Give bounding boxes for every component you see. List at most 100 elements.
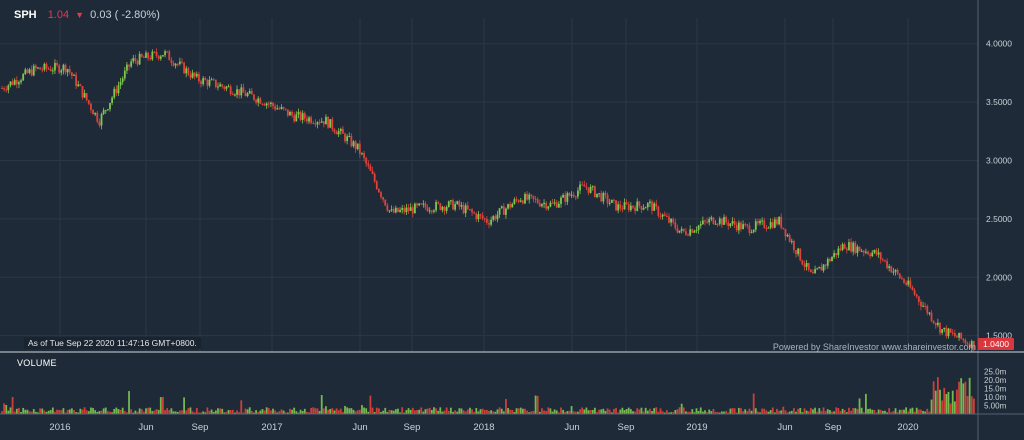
volume-bar <box>517 408 520 414</box>
volume-bar <box>890 412 893 414</box>
volume-bar <box>159 397 162 414</box>
volume-bar <box>750 410 753 414</box>
volume-bar <box>449 407 452 414</box>
candle-body <box>109 102 111 110</box>
volume-bar <box>401 407 404 414</box>
volume-bar <box>670 412 672 414</box>
candle-body <box>655 203 658 207</box>
volume-bar <box>208 410 211 414</box>
volume-bar <box>333 410 336 414</box>
volume-bar <box>3 403 6 414</box>
volume-bar <box>598 409 601 414</box>
volume-bar <box>809 407 812 414</box>
volume-bar <box>837 408 840 414</box>
candle-body <box>439 203 442 210</box>
volume-bar <box>790 410 793 414</box>
candle-body <box>312 122 315 124</box>
candle-body <box>638 201 641 206</box>
volume-bar <box>418 409 421 414</box>
candle-body <box>90 103 92 110</box>
volume-bar <box>676 409 679 414</box>
volume-bar <box>530 411 533 414</box>
candle-body <box>689 229 692 236</box>
volume-bar <box>583 409 586 414</box>
candle-body <box>591 186 594 188</box>
volume-bar <box>564 411 567 414</box>
volume-bar <box>659 408 662 414</box>
volume-bar <box>128 391 130 414</box>
volume-bar <box>924 411 927 414</box>
candle-body <box>964 340 967 344</box>
volume-bar <box>435 408 437 414</box>
time-tick-label: 2017 <box>261 422 282 433</box>
candle-body <box>532 195 535 199</box>
volume-bar <box>661 411 664 414</box>
volume-bar <box>210 409 213 414</box>
volume-bar <box>51 407 54 414</box>
volume-bar <box>278 411 281 414</box>
candle-body <box>83 93 86 98</box>
candle-body <box>361 153 363 155</box>
volume-bar <box>687 411 689 414</box>
volume-bar <box>543 410 545 414</box>
volume-bar <box>716 411 719 414</box>
candle-body <box>24 69 27 75</box>
candle-body <box>534 198 537 200</box>
candle-body <box>864 251 867 253</box>
candle-body <box>92 109 94 115</box>
candle-body <box>801 260 804 265</box>
candle-body <box>721 218 723 225</box>
volume-bar <box>157 409 160 414</box>
candle-body <box>306 118 308 122</box>
volume-bar <box>856 408 859 414</box>
volume-bar <box>685 411 687 414</box>
candle-body <box>695 230 698 232</box>
volume-bar <box>60 410 63 414</box>
volume-bar <box>225 411 228 414</box>
candle-body <box>60 70 63 73</box>
volume-bar <box>953 401 956 414</box>
volume-bar <box>187 408 190 414</box>
candle-body <box>246 93 249 97</box>
volume-bar <box>907 411 910 414</box>
volume-bar <box>384 407 387 414</box>
volume-bar <box>331 408 334 414</box>
candle-body <box>344 133 346 142</box>
volume-bar <box>625 408 628 414</box>
candle-body <box>530 194 533 196</box>
volume-bar <box>346 407 349 414</box>
candle-body <box>278 108 281 110</box>
volume-bar <box>500 408 503 414</box>
time-tick-label: 2016 <box>49 422 70 433</box>
price-gridlines <box>0 18 978 352</box>
candle-body <box>293 115 296 122</box>
volume-bar <box>466 409 469 414</box>
candle-body <box>913 290 916 295</box>
volume-bar <box>551 411 554 414</box>
candle-body <box>519 200 522 202</box>
volume-bar <box>574 411 577 414</box>
volume-bar <box>119 409 122 414</box>
candle-body <box>183 62 185 74</box>
volume-bar <box>657 411 660 414</box>
volume-bar <box>255 410 257 414</box>
volume-bar <box>793 408 795 414</box>
volume-bar <box>20 411 22 414</box>
volume-bar <box>841 408 844 414</box>
volume-bar <box>34 411 37 414</box>
candle-body <box>130 61 133 67</box>
candle-body <box>748 225 751 233</box>
candle-body <box>443 206 446 211</box>
volume-bar <box>299 409 302 414</box>
volume-bar <box>812 409 814 414</box>
candle-body <box>625 202 628 204</box>
candle-body <box>28 69 31 73</box>
candle-body <box>769 221 772 228</box>
volume-bar <box>538 411 541 414</box>
candle-body <box>384 199 387 206</box>
candle-body <box>259 98 262 104</box>
candle-body <box>718 218 721 224</box>
candle-body <box>587 187 590 193</box>
volume-bar <box>634 411 636 414</box>
